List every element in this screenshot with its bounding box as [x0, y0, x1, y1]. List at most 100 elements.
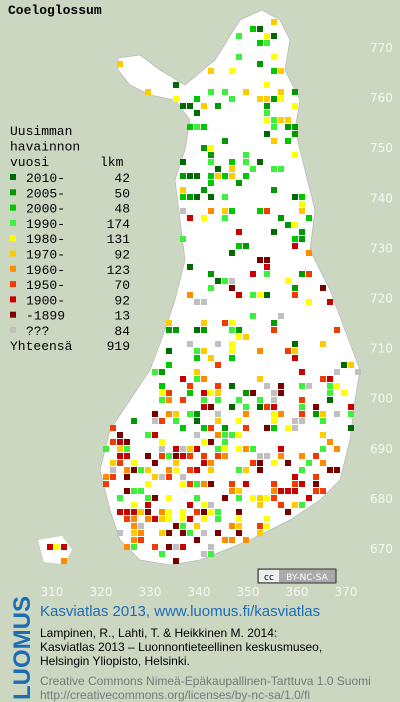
occurrence-square	[278, 68, 284, 74]
occurrence-square	[292, 292, 298, 298]
occurrence-square	[166, 327, 172, 333]
occurrence-square	[131, 488, 137, 494]
license-url[interactable]: http://creativecommons.org/licenses/by-n…	[40, 688, 310, 702]
occurrence-square	[327, 397, 333, 403]
occurrence-square	[201, 481, 207, 487]
occurrence-square	[138, 523, 144, 529]
occurrence-square	[187, 481, 193, 487]
occurrence-square	[166, 467, 172, 473]
occurrence-square	[201, 215, 207, 221]
occurrence-square	[208, 425, 214, 431]
northing-label: 740	[370, 191, 393, 205]
occurrence-square	[166, 474, 172, 480]
brand: LUOMUS	[9, 596, 36, 700]
occurrence-square	[187, 383, 193, 389]
occurrence-square	[222, 446, 228, 452]
occurrence-square	[117, 61, 123, 67]
legend-count: 48	[114, 202, 130, 217]
legend-label: ???	[26, 324, 49, 339]
occurrence-square	[194, 369, 200, 375]
occurrence-square	[194, 467, 200, 473]
occurrence-square	[201, 509, 207, 515]
occurrence-square	[264, 292, 270, 298]
occurrence-square	[299, 236, 305, 242]
occurrence-square	[117, 453, 123, 459]
occurrence-square	[278, 502, 284, 508]
occurrence-square	[124, 446, 130, 452]
occurrence-square	[208, 404, 214, 410]
occurrence-square	[166, 320, 172, 326]
occurrence-square	[271, 390, 277, 396]
occurrence-square	[180, 103, 186, 109]
occurrence-square	[299, 397, 305, 403]
occurrence-square	[243, 446, 249, 452]
occurrence-square	[250, 313, 256, 319]
occurrence-square	[229, 404, 235, 410]
easting-label: 340	[188, 585, 211, 599]
occurrence-square	[208, 544, 214, 550]
occurrence-square	[166, 397, 172, 403]
occurrence-square	[243, 390, 249, 396]
occurrence-square	[201, 530, 207, 536]
occurrence-square	[313, 488, 319, 494]
occurrence-square	[117, 432, 123, 438]
occurrence-square	[278, 411, 284, 417]
occurrence-square	[278, 96, 284, 102]
occurrence-square	[285, 425, 291, 431]
occurrence-square	[201, 404, 207, 410]
occurrence-square	[229, 166, 235, 172]
occurrence-square	[299, 194, 305, 200]
occurrence-square	[194, 481, 200, 487]
occurrence-square	[194, 418, 200, 424]
legend-count: 174	[107, 217, 131, 232]
occurrence-square	[47, 544, 53, 550]
occurrence-square	[194, 411, 200, 417]
occurrence-square	[236, 516, 242, 522]
occurrence-square	[355, 369, 361, 375]
badge-cc: cc	[264, 573, 274, 583]
occurrence-square	[271, 488, 277, 494]
legend-swatch	[10, 311, 16, 318]
occurrence-square	[250, 446, 256, 452]
occurrence-square	[201, 103, 207, 109]
legend-label: 2005-	[26, 186, 65, 201]
occurrence-square	[243, 537, 249, 543]
legend-swatch	[10, 235, 16, 242]
occurrence-square	[117, 495, 123, 501]
occurrence-square	[292, 488, 298, 494]
occurrence-square	[271, 96, 277, 102]
occurrence-square	[264, 110, 270, 116]
occurrence-square	[348, 404, 354, 410]
legend-count: 92	[114, 293, 130, 308]
occurrence-square	[257, 397, 263, 403]
occurrence-square	[236, 327, 242, 333]
occurrence-square	[187, 173, 193, 179]
occurrence-square	[285, 222, 291, 228]
legend-swatch	[10, 219, 16, 226]
occurrence-square	[236, 334, 242, 340]
occurrence-square	[257, 292, 263, 298]
occurrence-square	[271, 404, 277, 410]
occurrence-square	[271, 481, 277, 487]
occurrence-square	[145, 432, 151, 438]
occurrence-square	[208, 180, 214, 186]
occurrence-square	[222, 537, 228, 543]
occurrence-square	[194, 327, 200, 333]
occurrence-square	[292, 131, 298, 137]
occurrence-square	[229, 320, 235, 326]
occurrence-square	[173, 523, 179, 529]
legend-heading: havainnon	[10, 140, 80, 155]
occurrence-square	[173, 96, 179, 102]
occurrence-square	[292, 152, 298, 158]
occurrence-square	[131, 530, 137, 536]
atlas-link[interactable]: Kasviatlas 2013, www.luomus.fi/kasviatla…	[40, 603, 320, 620]
occurrence-square	[236, 397, 242, 403]
occurrence-square	[264, 33, 270, 39]
occurrence-square	[257, 523, 263, 529]
occurrence-square	[229, 327, 235, 333]
occurrence-square	[110, 474, 116, 480]
occurrence-square	[138, 467, 144, 473]
occurrence-square	[208, 89, 214, 95]
legend-label: 2010-	[26, 171, 65, 186]
legend-label: 1960-	[26, 263, 65, 278]
